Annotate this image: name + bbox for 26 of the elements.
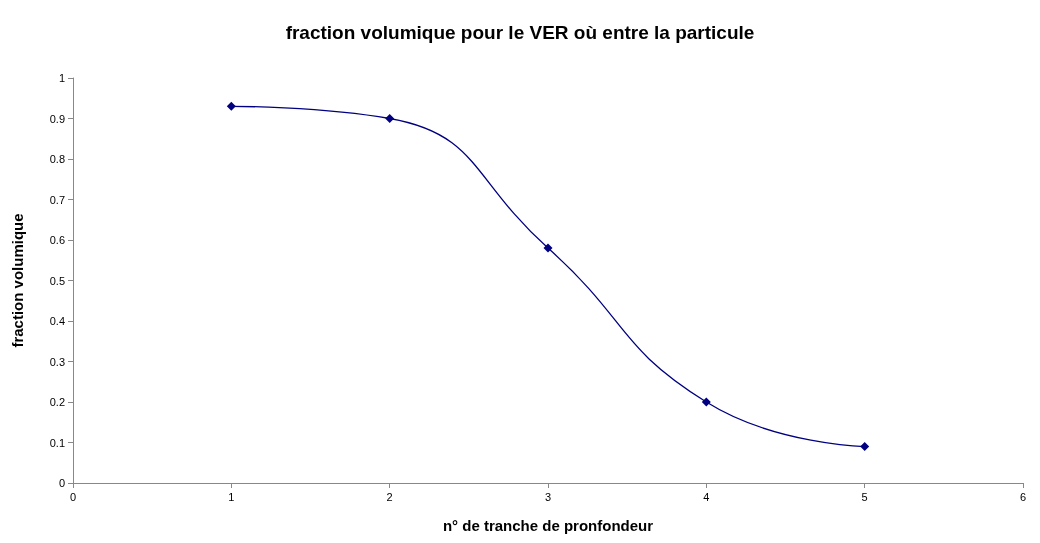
y-tick-label: 0.4 [49, 315, 65, 327]
y-tick-label: 0.2 [49, 396, 65, 408]
chart-title: fraction volumique pour le VER où entre la particule [285, 22, 755, 43]
point [385, 114, 395, 123]
point [543, 243, 553, 253]
point [701, 397, 711, 407]
y-tick-label: 1 [58, 72, 65, 84]
y-tick-label: 0 [58, 477, 65, 489]
y-tick-label: 0.6 [49, 234, 65, 246]
y-tick-label: 0.5 [49, 274, 65, 287]
y-tick-label: 0.1 [49, 436, 65, 449]
y-tick-label: 0.9 [49, 112, 65, 125]
x-tick-label: 2 [386, 490, 393, 503]
x-tick-label: 6 [1019, 490, 1027, 503]
point [226, 101, 236, 111]
x-tick-label: 4 [703, 490, 710, 503]
point [860, 442, 870, 452]
x-tick-label: 1 [228, 490, 235, 503]
x-tick-label: 3 [544, 490, 552, 503]
y-tick-label: 0.3 [49, 355, 65, 368]
x-tick-label: 5 [861, 490, 868, 503]
x-axis-title: n° de tranche de pronfondeur [442, 517, 654, 534]
y-axis-title: fraction volumique [9, 213, 26, 348]
y-tick-label: 0.7 [49, 193, 65, 206]
x-tick-label: 0 [69, 490, 77, 503]
y-tick-label: 0.8 [49, 153, 65, 165]
